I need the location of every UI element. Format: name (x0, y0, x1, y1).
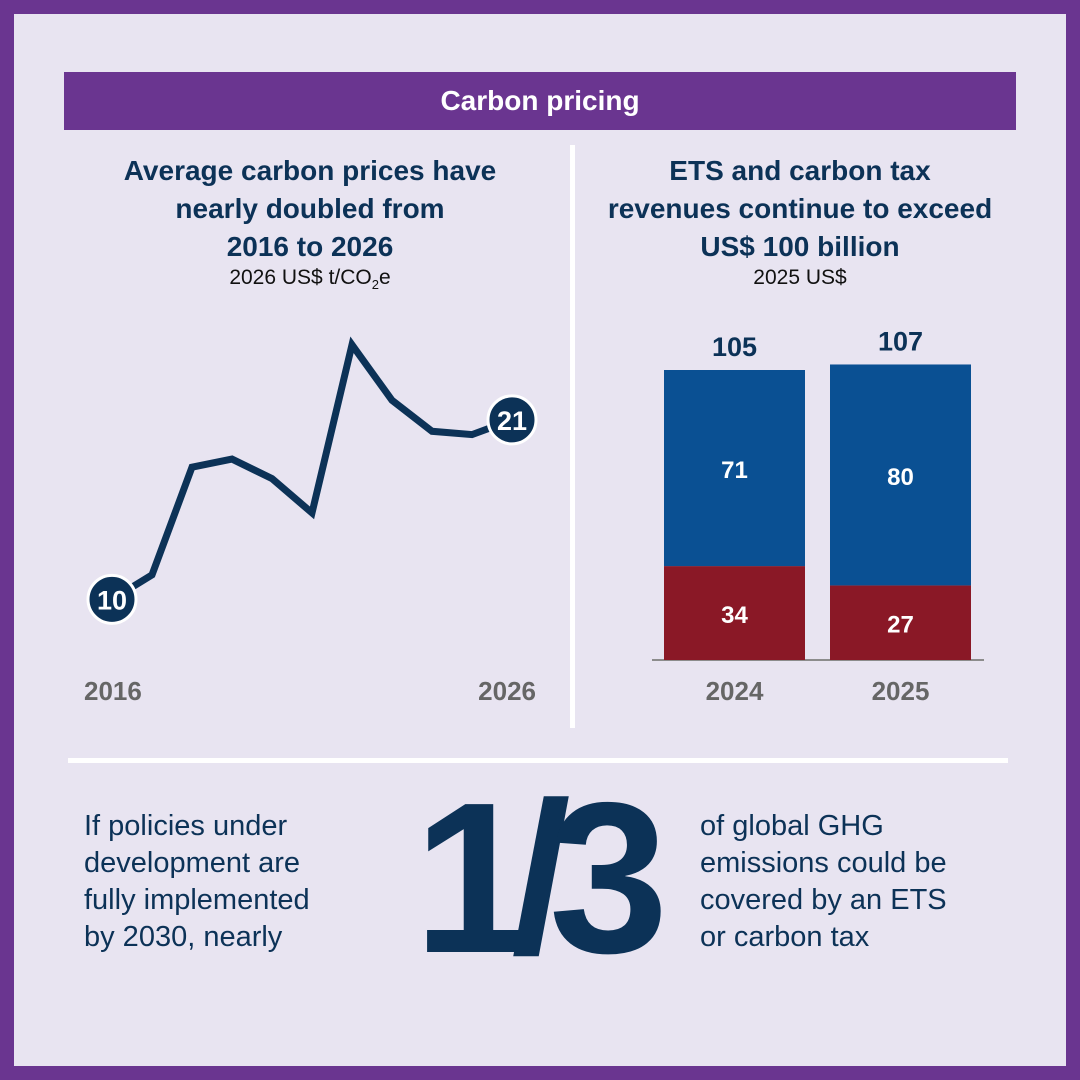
x-label-start: 2016 (84, 676, 142, 706)
statement-left-line-1: If policies under (84, 810, 288, 842)
price-label-bubble-2016 (86, 573, 138, 625)
bar-total-2024: 105 (712, 332, 757, 362)
x-label-end: 2026 (478, 676, 536, 706)
price-point-2019 (231, 458, 233, 460)
horizontal-divider (68, 758, 1008, 763)
line-chart-title-line-3: 2016 to 2026 (226, 231, 394, 262)
statement-left: If policies under development are fully … (84, 808, 310, 956)
bar-segment-2025-1 (830, 364, 971, 586)
statement-left-line-2: development are (84, 847, 301, 879)
bar-segment-label-2024-1: 71 (721, 457, 748, 484)
vertical-divider (570, 145, 575, 728)
bar-chart-title-line-2: revenues continue to exceed (607, 193, 993, 224)
statement-left-line-4: by 2030, nearly (84, 921, 283, 953)
unit-subscript: 2 (371, 277, 379, 293)
banner-title: Carbon pricing (64, 72, 1016, 130)
bar-chart-unit: 2025 US$ (753, 266, 847, 289)
bar-category-2025: 2025 (872, 676, 930, 706)
price-point-2020 (271, 478, 273, 480)
price-point-2017 (151, 574, 153, 576)
price-line-series (108, 336, 516, 603)
price-label-2026: 21 (497, 406, 527, 436)
line-chart-title-line-1: Average carbon prices have (123, 155, 497, 186)
bar-chart-title: ETS and carbon tax revenues continue to … (580, 152, 1020, 266)
charts-canvas: 10 21 2016 2026 34 71 105 2024 27 80 107 2025 (84, 326, 984, 706)
price-point-2023 (391, 399, 393, 401)
line-chart-title: Average carbon prices have nearly double… (80, 152, 540, 266)
bar-segment-2025-0 (830, 585, 971, 660)
bar-total-2025: 107 (878, 326, 923, 356)
price-label-bubble-2026 (486, 394, 538, 446)
bar-segment-label-2024-0: 34 (721, 602, 748, 629)
bar-segment-label-2025-1: 80 (887, 464, 914, 491)
statement-right-line-4: or carbon tax (700, 921, 870, 953)
line-chart-unit: 2026 US$ t/CO2e (80, 266, 540, 292)
price-point-2018 (191, 466, 193, 468)
bar-category-2024: 2024 (706, 676, 764, 706)
price-point-2022 (351, 344, 353, 346)
line-chart: 10 21 2016 2026 (84, 336, 538, 706)
one-third-stat: 1/3 (413, 757, 669, 998)
statement-right-line-3: covered by an ETS (700, 884, 947, 916)
price-point-2025 (471, 434, 473, 436)
line-chart-title-line-2: nearly doubled from (175, 193, 445, 224)
statement-left-line-3: fully implemented (84, 884, 310, 916)
price-point-2021 (311, 512, 313, 514)
price-label-2016: 10 (97, 585, 127, 615)
bar-segment-2024-0 (664, 566, 805, 660)
unit-prefix: 2026 US$ t/CO (229, 266, 372, 289)
stacked-bar-chart: 34 71 105 2024 27 80 107 2025 (652, 326, 984, 706)
statement-right-line-2: emissions could be (700, 847, 947, 879)
price-point-2024 (431, 430, 433, 432)
unit-suffix: e (378, 266, 391, 289)
statement-right-line-1: of global GHG (700, 810, 884, 842)
bar-chart-title-line-3: US$ 100 billion (700, 231, 900, 262)
statement-right: of global GHG emissions could be covered… (700, 808, 947, 956)
bar-segment-label-2025-0: 27 (887, 612, 914, 639)
bar-segment-2024-1 (664, 370, 805, 567)
bar-chart-title-line-1: ETS and carbon tax (669, 155, 931, 186)
